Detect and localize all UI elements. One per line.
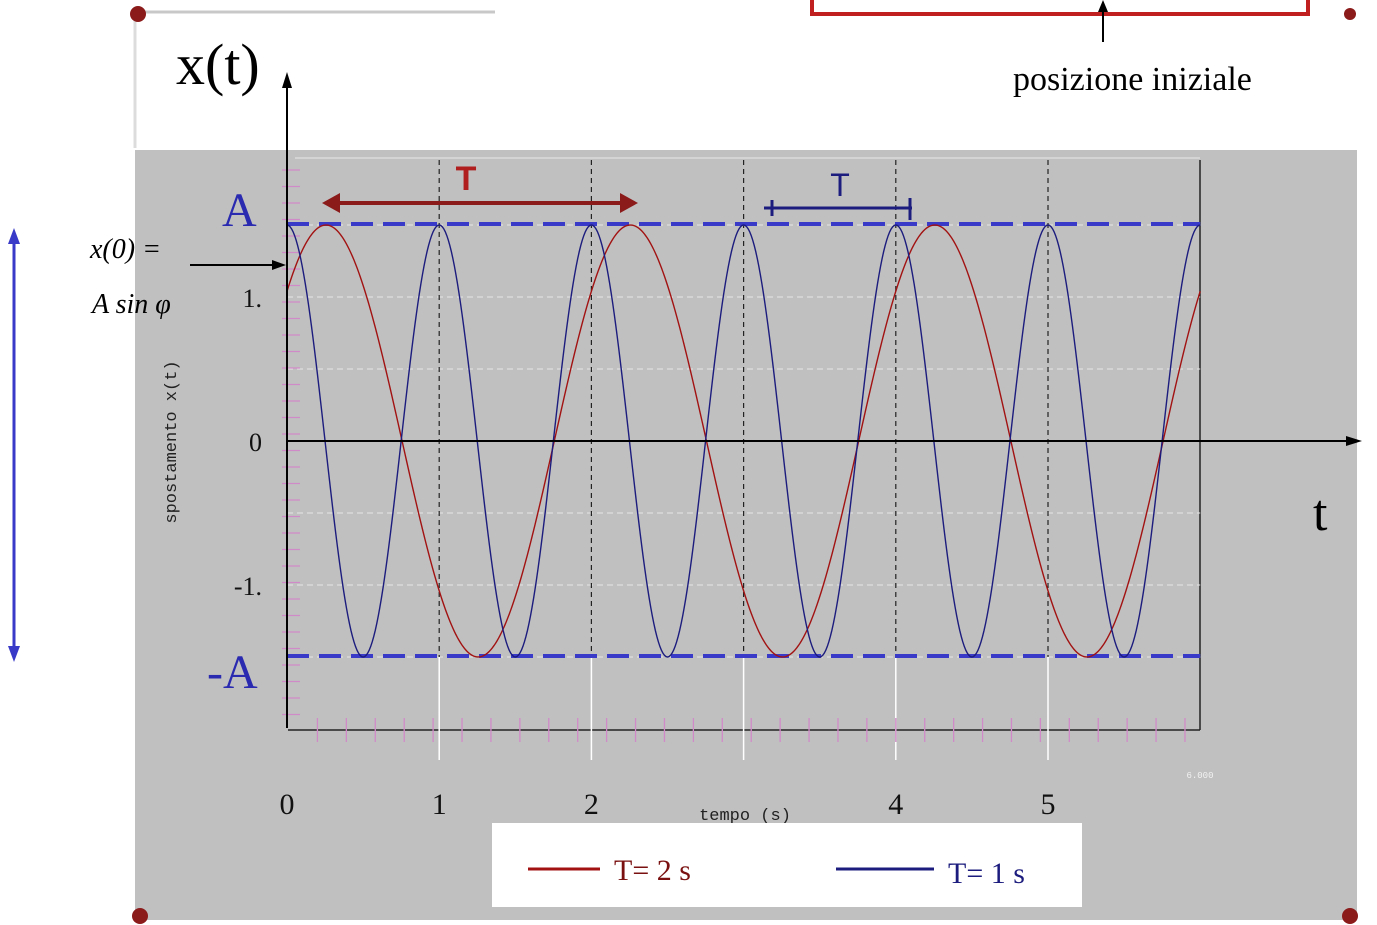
x-axis-label: tempo (s) [699, 807, 791, 826]
x0-label-line1: x(0) = [89, 234, 161, 265]
legend-box [492, 823, 1082, 907]
period-marker-blue: T [764, 167, 912, 220]
amplitude-bottom-label: -A [207, 646, 258, 699]
initial-position-label: posizione iniziale [1013, 61, 1252, 98]
x0-arrowhead [272, 260, 286, 270]
y-axis-arrow [282, 72, 292, 88]
period-T-blue-label: T [830, 167, 850, 203]
legend: T= 2 s T= 1 s [492, 823, 1082, 907]
corner-dot [1342, 908, 1358, 924]
big-y-label: x(t) [176, 32, 260, 97]
series-layer [286, 224, 1201, 658]
legend-label: T= 2 s [614, 854, 691, 887]
left-amplitude-arrow [8, 228, 20, 662]
amplitude-top-label: A [222, 184, 257, 237]
y-tick-label: -1. [234, 572, 262, 601]
highlight-box [810, 0, 1310, 16]
y-axis-label: spostamento x(t) [163, 360, 182, 523]
corner-dot [130, 6, 146, 22]
x-tick-label: 2 [584, 788, 599, 821]
y-tick-label: 0 [249, 428, 262, 457]
x-tick-label: 0 [280, 788, 295, 821]
axes [282, 72, 1362, 728]
initial-position-arrowhead [1098, 0, 1108, 12]
legend-label: T= 1 s [948, 857, 1025, 890]
corner-dot [1344, 8, 1356, 20]
big-x-label: t [1313, 485, 1328, 542]
x-axis-arrow [1346, 436, 1362, 446]
series-line [286, 224, 1201, 658]
panel-background [125, 0, 1358, 924]
x-end-label: 6.000 [1186, 771, 1213, 781]
vertical-gridlines [438, 160, 1049, 760]
x0-label-line2: A sin φ [90, 289, 171, 320]
x-tick-label: 4 [888, 788, 903, 821]
corner-dot [132, 908, 148, 924]
amplitude-reference-lines [287, 222, 1201, 658]
x-tick-label: 5 [1041, 788, 1056, 821]
tick-labels: 0 1 2 4 5 0 1. -1. [234, 284, 1056, 821]
period-T-red-label: T [456, 160, 477, 198]
minor-ticks [282, 169, 1186, 742]
x-tick-label: 1 [432, 788, 447, 821]
period-marker-red: T [322, 160, 638, 213]
y-tick-label: 1. [243, 284, 263, 313]
